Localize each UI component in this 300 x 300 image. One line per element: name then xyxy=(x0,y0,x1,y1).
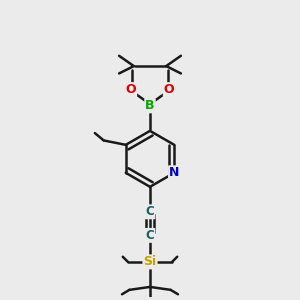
Text: B: B xyxy=(145,99,155,112)
Text: N: N xyxy=(169,166,179,179)
Text: Si: Si xyxy=(143,255,157,268)
Text: O: O xyxy=(164,83,175,96)
Text: C: C xyxy=(146,205,154,218)
Text: C: C xyxy=(146,229,154,242)
Text: O: O xyxy=(125,83,136,96)
